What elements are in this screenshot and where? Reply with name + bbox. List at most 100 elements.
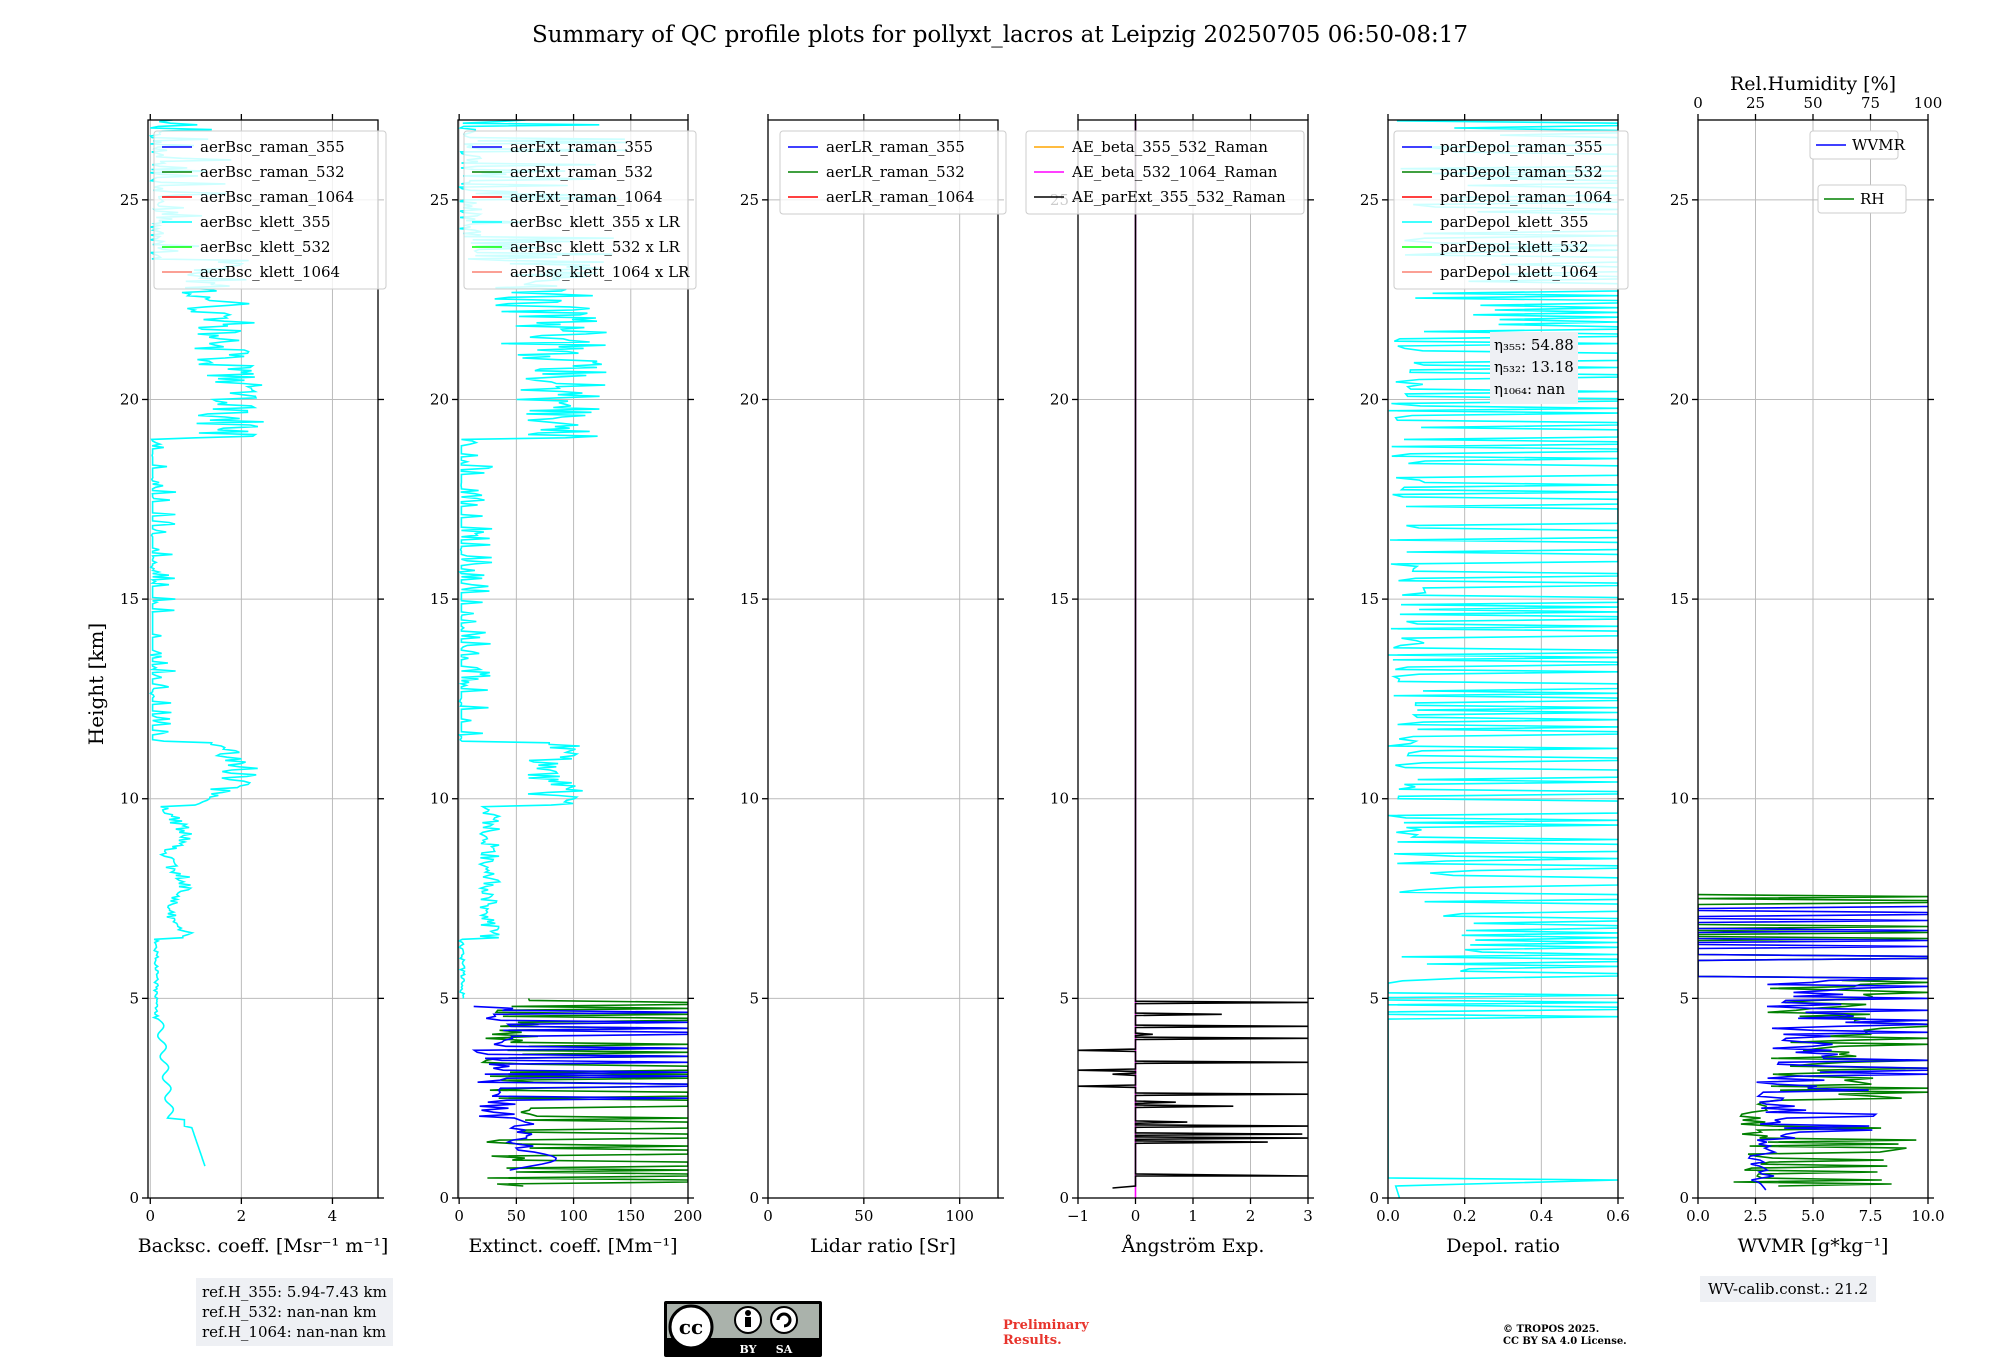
y-tick-label: 20 bbox=[740, 390, 759, 408]
cc-text: cc bbox=[679, 1315, 703, 1339]
x-tick-label: 2.5 bbox=[1744, 1207, 1768, 1225]
legend-label: aerExt_raman_532 bbox=[510, 163, 653, 181]
legend-label: aerBsc_raman_1064 bbox=[200, 188, 354, 206]
x-tick-label: 100 bbox=[559, 1207, 588, 1225]
y-tick-label: 20 bbox=[1050, 390, 1069, 408]
y-tick-label: 0 bbox=[129, 1189, 139, 1207]
legend-label: aerLR_raman_1064 bbox=[826, 188, 974, 206]
x-axis-label: Depol. ratio bbox=[1446, 1235, 1560, 1257]
legend-label: AE_beta_532_1064_Raman bbox=[1071, 163, 1278, 181]
panel-lr: 0 5 10 15 20 25 0 50 100 Lidar ratio [Sr] aerLR_ra… bbox=[740, 114, 1007, 1257]
panel-ext: 0 5 10 15 20 25 0 50 100 150 200 Extinct. coeff. [M… bbox=[430, 114, 702, 1257]
x-axis-label: WVMR [g*kg⁻¹] bbox=[1738, 1235, 1889, 1257]
y-axis-label: Height [km] bbox=[84, 623, 108, 745]
legend-box bbox=[1817, 184, 1907, 214]
x-axis-label: Backsc. coeff. [Msr⁻¹ m⁻¹] bbox=[138, 1235, 389, 1257]
legend-box bbox=[1025, 130, 1305, 215]
y-tick-label: 15 bbox=[120, 590, 139, 608]
legend-label: WVMR bbox=[1852, 136, 1906, 154]
y-tick-label: 20 bbox=[1360, 390, 1379, 408]
preliminary-line-1: Preliminary bbox=[1003, 1318, 1089, 1333]
copyright-line-2: CC BY SA 4.0 License. bbox=[1503, 1336, 1627, 1347]
cc-by-sa-badge: cc BY SA bbox=[664, 1301, 822, 1357]
y-tick-label: 0 bbox=[439, 1189, 449, 1207]
y-tick-label: 20 bbox=[430, 390, 449, 408]
y-tick-label: 20 bbox=[1670, 390, 1689, 408]
legend-label: AE_beta_355_532_Raman bbox=[1071, 138, 1268, 156]
legend-box bbox=[153, 130, 387, 290]
figure-title: Summary of QC profile plots for pollyxt_… bbox=[531, 22, 1469, 48]
sa-text: SA bbox=[776, 1343, 793, 1356]
legend-label: parDepol_klett_355 bbox=[1440, 213, 1589, 231]
y-tick-label: 5 bbox=[129, 989, 139, 1007]
y-tick-label: 5 bbox=[1059, 989, 1069, 1007]
ref-height-532: ref.H_532: nan-nan km bbox=[202, 1303, 377, 1321]
reference-heights-box: ref.H_355: 5.94-7.43 km ref.H_532: nan-n… bbox=[196, 1278, 393, 1346]
x-tick-label: 10.0 bbox=[1911, 1207, 1944, 1225]
legend-label: RH bbox=[1860, 190, 1884, 208]
top-tick-label: 100 bbox=[1914, 94, 1943, 112]
y-tick-label: 25 bbox=[740, 191, 759, 209]
y-tick-label: 15 bbox=[1670, 590, 1689, 608]
legend-label: aerExt_raman_355 bbox=[510, 138, 653, 156]
ref-height-1064: ref.H_1064: nan-nan km bbox=[202, 1323, 387, 1341]
y-tick-label: 15 bbox=[740, 590, 759, 608]
legend-label: aerBsc_klett_1064 x LR bbox=[510, 263, 690, 281]
legend-box bbox=[463, 130, 697, 290]
annotation-text: η₃₅₅: 54.88 bbox=[1494, 336, 1574, 354]
legend-label: aerBsc_klett_355 x LR bbox=[510, 213, 681, 231]
y-tick-label: 20 bbox=[120, 390, 139, 408]
copyright-line-1: © TROPOS 2025. bbox=[1503, 1324, 1600, 1335]
legend-box bbox=[1809, 130, 1899, 160]
sa-icon bbox=[770, 1306, 798, 1334]
y-tick-label: 5 bbox=[1369, 989, 1379, 1007]
x-tick-label: 0.4 bbox=[1529, 1207, 1553, 1225]
x-tick-label: 0 bbox=[454, 1207, 464, 1225]
y-tick-label: 25 bbox=[430, 191, 449, 209]
x-tick-label: 7.5 bbox=[1859, 1207, 1883, 1225]
y-tick-label: 0 bbox=[749, 1189, 759, 1207]
x-tick-label: 150 bbox=[616, 1207, 645, 1225]
x-tick-label: 100 bbox=[945, 1207, 974, 1225]
y-tick-label: 10 bbox=[740, 790, 759, 808]
legend-label: aerBsc_raman_532 bbox=[200, 163, 345, 181]
y-tick-label: 25 bbox=[120, 191, 139, 209]
legend-label: aerExt_raman_1064 bbox=[510, 188, 663, 206]
top-axis-label: Rel.Humidity [%] bbox=[1730, 73, 1896, 95]
y-tick-label: 10 bbox=[1360, 790, 1379, 808]
x-tick-label: 4 bbox=[328, 1207, 338, 1225]
preliminary-note: Preliminary Results. bbox=[1003, 1318, 1089, 1348]
y-tick-label: 5 bbox=[439, 989, 449, 1007]
series-aerExt_raman_355 bbox=[471, 1005, 688, 1171]
y-tick-label: 25 bbox=[1670, 191, 1689, 209]
x-tick-label: 1 bbox=[1188, 1207, 1198, 1225]
x-tick-label: 3 bbox=[1303, 1207, 1313, 1225]
wv-calibration-box: WV-calib.const.: 21.2 bbox=[1700, 1276, 1877, 1302]
legend-label: aerLR_raman_355 bbox=[826, 138, 965, 156]
x-axis-label: Ångström Exp. bbox=[1121, 1235, 1265, 1257]
x-tick-label: 2 bbox=[1246, 1207, 1256, 1225]
x-tick-label: 0 bbox=[763, 1207, 773, 1225]
top-tick-label: 25 bbox=[1746, 94, 1765, 112]
top-tick-label: 75 bbox=[1861, 94, 1880, 112]
legend-label: parDepol_raman_532 bbox=[1440, 163, 1603, 181]
axes-frame bbox=[147, 119, 379, 1199]
x-tick-label: 0.6 bbox=[1606, 1207, 1630, 1225]
x-axis-label: Lidar ratio [Sr] bbox=[810, 1235, 956, 1257]
y-tick-label: 0 bbox=[1679, 1189, 1689, 1207]
x-axis-label: Extinct. coeff. [Mm⁻¹] bbox=[468, 1235, 677, 1257]
legend-label: aerBsc_klett_532 bbox=[200, 238, 331, 256]
legend-box bbox=[779, 130, 1007, 215]
y-tick-label: 0 bbox=[1369, 1189, 1379, 1207]
by-text: BY bbox=[740, 1343, 757, 1356]
y-tick-label: 15 bbox=[1360, 590, 1379, 608]
series-aerBsc_klett_355 bbox=[148, 120, 264, 1167]
annotation-text: η₁₀₆₄: nan bbox=[1494, 380, 1565, 398]
legend-label: parDepol_klett_1064 bbox=[1440, 263, 1598, 281]
legend-label: aerBsc_klett_532 x LR bbox=[510, 238, 681, 256]
x-tick-label: 0.0 bbox=[1376, 1207, 1400, 1225]
cc-icon bbox=[668, 1304, 714, 1350]
panel-bsc: 0 5 10 15 20 25 0 2 4 Backsc. coeff. [Msr⁻¹ m⁻¹] a… bbox=[120, 114, 388, 1257]
